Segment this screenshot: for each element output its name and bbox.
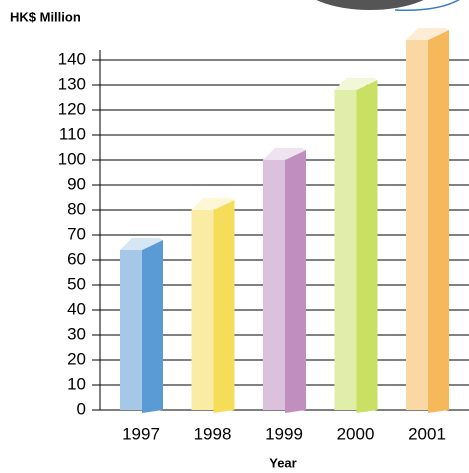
bar-top bbox=[120, 238, 163, 250]
y-tick-label: 80 bbox=[67, 199, 86, 218]
y-tick-label: 90 bbox=[67, 174, 86, 193]
bar-side bbox=[356, 80, 378, 413]
bar-side bbox=[142, 240, 163, 413]
bar-top bbox=[263, 148, 306, 160]
y-tick-label: 0 bbox=[77, 399, 86, 418]
y-tick-label: 140 bbox=[58, 49, 86, 68]
y-tick-label: 10 bbox=[67, 374, 86, 393]
bar bbox=[263, 160, 285, 410]
y-tick-label: 40 bbox=[67, 299, 86, 318]
y-tick-label: 100 bbox=[58, 149, 86, 168]
x-tick-label: 1997 bbox=[122, 424, 160, 443]
y-tick-label: 60 bbox=[67, 249, 86, 268]
x-tick-label: 1999 bbox=[265, 424, 303, 443]
y-axis-label: HK$ Million bbox=[10, 9, 81, 24]
bar bbox=[406, 40, 428, 410]
bar-side bbox=[428, 30, 449, 413]
bar bbox=[191, 210, 214, 410]
bar bbox=[120, 250, 142, 410]
bar-top bbox=[191, 198, 235, 210]
bar-side bbox=[285, 150, 306, 413]
x-axis-label: Year bbox=[269, 455, 296, 470]
y-tick-label: 130 bbox=[58, 74, 86, 93]
y-tick-label: 110 bbox=[59, 124, 86, 143]
x-tick-label: 1998 bbox=[194, 424, 232, 443]
decor-arc bbox=[394, 0, 460, 11]
decor-coin bbox=[316, 0, 424, 10]
bar-top bbox=[406, 28, 449, 40]
y-tick-label: 50 bbox=[67, 274, 86, 293]
x-tick-label: 2000 bbox=[337, 424, 375, 443]
y-tick-label: 120 bbox=[58, 99, 86, 118]
x-tick-label: 2001 bbox=[408, 424, 446, 443]
bar-side bbox=[213, 200, 235, 413]
y-tick-label: 70 bbox=[67, 224, 86, 243]
bar bbox=[334, 90, 357, 410]
y-tick-label: 30 bbox=[67, 324, 86, 343]
bar-top bbox=[334, 78, 378, 90]
y-tick-label: 20 bbox=[67, 349, 86, 368]
